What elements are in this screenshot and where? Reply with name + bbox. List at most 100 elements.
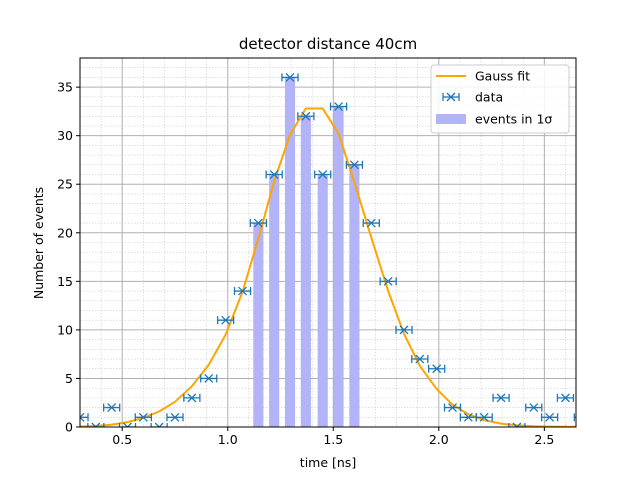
x-tick-label: 1.5 bbox=[323, 432, 343, 447]
data-point bbox=[216, 315, 235, 325]
data-point bbox=[166, 412, 184, 422]
marker-stroke bbox=[383, 276, 393, 286]
legend-bars-label: events in 1σ bbox=[475, 112, 552, 127]
marker-stroke bbox=[187, 393, 197, 403]
marker-stroke bbox=[448, 403, 457, 413]
marker-stroke bbox=[545, 412, 555, 422]
y-tick-label: 25 bbox=[57, 177, 73, 192]
chart-title: detector distance 40cm bbox=[239, 35, 417, 53]
x-axis-ticks: 0.5 1.0 1.5 2.0 2.5 bbox=[112, 427, 554, 447]
legend: Gauss fit data events in 1σ bbox=[430, 64, 570, 134]
data-point bbox=[249, 218, 268, 228]
data-point bbox=[281, 72, 299, 82]
data-point bbox=[102, 403, 121, 413]
marker-stroke bbox=[221, 315, 231, 325]
sigma-bar bbox=[284, 77, 296, 427]
data-point bbox=[183, 393, 201, 403]
marker-stroke bbox=[366, 218, 376, 228]
y-tick-label: 15 bbox=[57, 274, 73, 289]
x-tick-label: 2.0 bbox=[429, 432, 449, 447]
marker-stroke bbox=[204, 373, 214, 383]
marker-stroke bbox=[154, 422, 161, 427]
data-point bbox=[379, 276, 397, 286]
sigma-bar bbox=[333, 106, 344, 427]
data-point bbox=[233, 286, 252, 296]
data-point bbox=[265, 170, 283, 179]
marker-stroke bbox=[91, 422, 97, 427]
marker-stroke bbox=[318, 170, 328, 179]
data-point bbox=[329, 102, 348, 112]
marker-stroke bbox=[253, 218, 263, 228]
marker-stroke bbox=[432, 364, 442, 374]
x-tick-label: 0.5 bbox=[112, 432, 132, 447]
marker-stroke bbox=[123, 422, 129, 427]
marker-stroke bbox=[399, 325, 409, 335]
data-point bbox=[150, 422, 168, 427]
x-axis-label: time [ns] bbox=[300, 455, 356, 470]
data-point bbox=[540, 412, 559, 422]
marker-stroke bbox=[80, 412, 85, 419]
marker-stroke bbox=[463, 412, 473, 422]
marker-stroke bbox=[512, 422, 518, 427]
legend-data-swatch bbox=[442, 92, 460, 102]
x-tick-label: 2.5 bbox=[534, 432, 554, 447]
data-point bbox=[508, 422, 526, 427]
marker-stroke bbox=[301, 111, 311, 121]
data-point bbox=[80, 412, 89, 422]
marker-stroke bbox=[415, 354, 425, 364]
marker-stroke bbox=[496, 393, 506, 403]
data-point bbox=[475, 412, 493, 422]
y-tick-label: 5 bbox=[65, 371, 73, 386]
sigma-bar bbox=[269, 174, 280, 427]
marker-stroke bbox=[107, 403, 117, 413]
y-tick-label: 0 bbox=[65, 420, 73, 435]
y-axis-ticks: 0 5 10 15 20 25 30 35 bbox=[57, 80, 80, 435]
y-axis-label: Number of events bbox=[31, 187, 46, 299]
y-tick-label: 10 bbox=[57, 322, 73, 337]
data-point bbox=[443, 403, 462, 413]
marker-stroke bbox=[238, 286, 247, 296]
data-point bbox=[118, 422, 137, 427]
marker-stroke bbox=[479, 412, 489, 422]
marker-stroke bbox=[560, 393, 570, 403]
sigma-bar bbox=[300, 116, 311, 428]
y-tick-label: 30 bbox=[57, 128, 73, 143]
legend-bars-swatch bbox=[436, 114, 466, 124]
marker-stroke bbox=[126, 422, 132, 427]
legend-data-label: data bbox=[475, 90, 503, 105]
data-point bbox=[200, 373, 218, 383]
data-point bbox=[411, 354, 429, 364]
sigma-bar bbox=[349, 164, 360, 427]
x-tick-label: 1.0 bbox=[218, 432, 238, 447]
data-point bbox=[556, 393, 575, 403]
marker-stroke bbox=[285, 72, 295, 82]
sigma-bar bbox=[253, 223, 264, 427]
major-grid bbox=[80, 58, 576, 428]
y-tick-label: 35 bbox=[57, 80, 73, 95]
sigma-bar bbox=[317, 174, 328, 427]
plot-frame bbox=[79, 57, 577, 428]
data-point bbox=[314, 170, 332, 179]
marker-stroke bbox=[170, 412, 180, 422]
sigma-bars bbox=[253, 77, 360, 428]
marker-stroke bbox=[334, 102, 344, 112]
marker-stroke bbox=[158, 422, 164, 427]
data-point bbox=[573, 413, 576, 422]
gauss-fit-curve bbox=[80, 107, 576, 427]
data-point bbox=[428, 364, 446, 374]
data-point bbox=[362, 218, 380, 228]
marker-stroke bbox=[138, 412, 148, 422]
marker-stroke bbox=[80, 416, 85, 422]
marker-stroke bbox=[349, 160, 359, 170]
data-point bbox=[345, 160, 364, 170]
legend-fit-label: Gauss fit bbox=[475, 69, 530, 84]
data-point bbox=[395, 325, 413, 335]
data-point bbox=[525, 403, 543, 413]
data-points bbox=[80, 72, 576, 427]
y-tick-label: 20 bbox=[57, 225, 73, 240]
gauss-fit-line bbox=[80, 107, 576, 427]
marker-stroke bbox=[269, 170, 279, 179]
data-point bbox=[134, 412, 152, 422]
data-point bbox=[87, 422, 105, 427]
